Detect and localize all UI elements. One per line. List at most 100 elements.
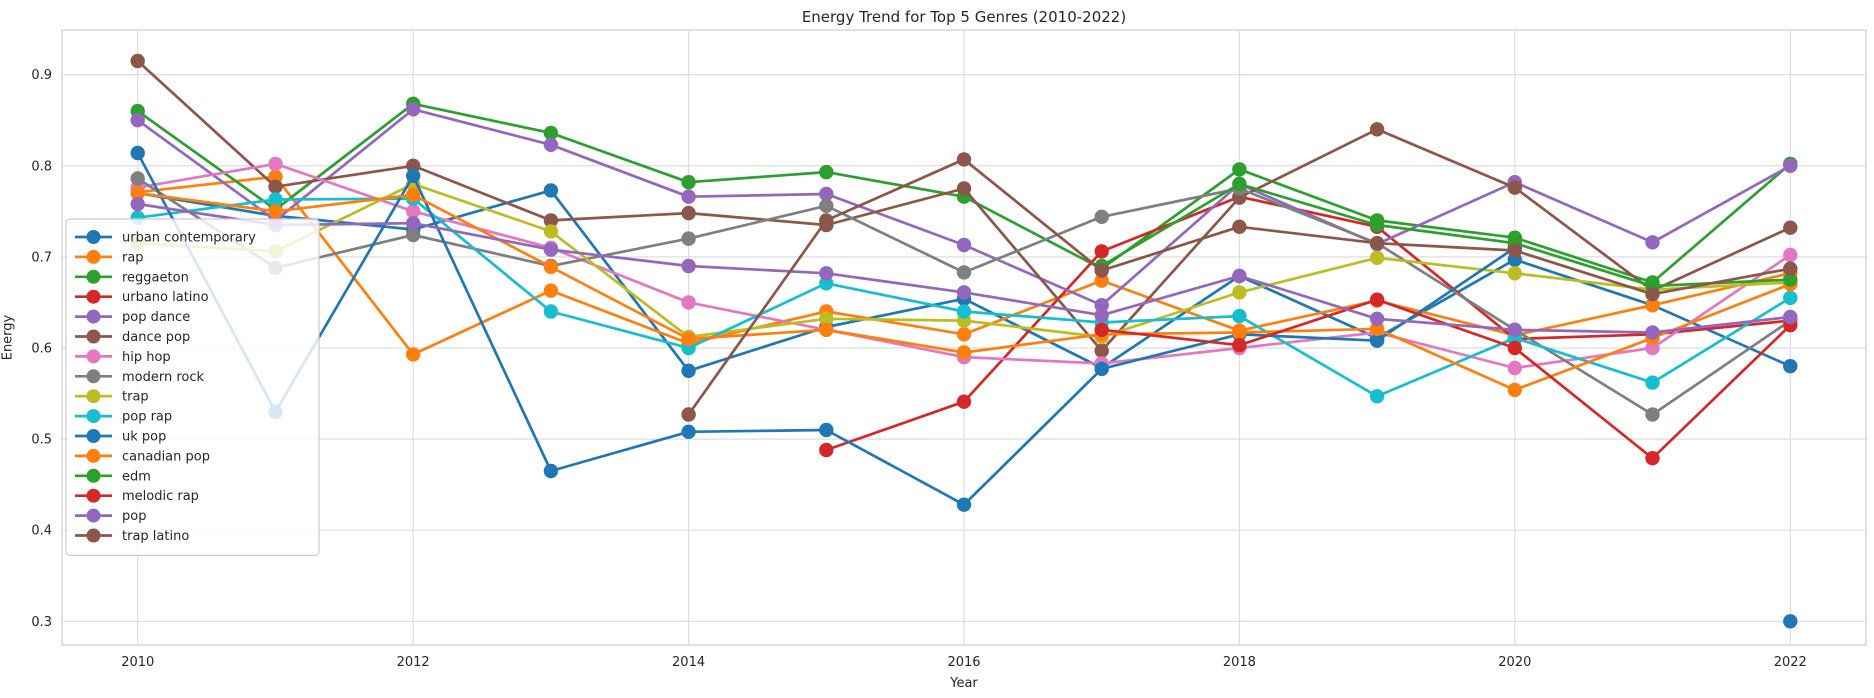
data-point: [819, 311, 834, 326]
data-point: [1645, 325, 1660, 340]
data-point: [819, 164, 834, 180]
series-pop: [130, 196, 1798, 340]
data-point: [956, 285, 972, 300]
data-point: [1645, 340, 1660, 356]
data-point: [956, 394, 972, 409]
data-point: [1094, 343, 1109, 358]
y-tick-label: 0.3: [31, 615, 52, 630]
data-point: [681, 258, 696, 274]
data-point: [1507, 243, 1523, 258]
legend-marker-icon: [86, 309, 101, 324]
legend-marker-icon: [86, 349, 101, 364]
data-point: [1232, 285, 1247, 300]
data-point: [956, 345, 972, 360]
data-point: [130, 196, 145, 212]
legend-item-trap: trap: [75, 389, 149, 405]
data-point: [406, 216, 421, 231]
data-point: [681, 231, 696, 246]
legend-marker-icon: [86, 289, 101, 304]
legend-item-rap: rap: [75, 249, 144, 265]
data-point: [681, 424, 696, 439]
legend-item-pop-rap: pop rap: [75, 409, 172, 425]
y-tick-label: 0.4: [31, 524, 52, 539]
data-point: [681, 331, 696, 347]
data-point: [819, 442, 834, 458]
data-point: [1507, 340, 1523, 356]
legend-label: dance pop: [122, 330, 190, 345]
x-tick-label: 2020: [1498, 655, 1531, 670]
data-point: [543, 463, 559, 479]
data-point: [819, 322, 834, 337]
y-tick-label: 0.8: [31, 159, 52, 174]
data-point: [1094, 273, 1109, 288]
legend-label: rap: [122, 250, 144, 265]
data-point: [406, 158, 421, 173]
legend-label: urban contemporary: [122, 231, 256, 246]
data-point: [819, 276, 834, 291]
x-tick-label: 2010: [121, 655, 154, 670]
data-point: [819, 422, 834, 438]
data-point: [406, 347, 421, 362]
data-point: [956, 237, 972, 253]
legend-item-trap-latino: trap latino: [75, 528, 189, 544]
data-point: [1369, 333, 1385, 348]
data-point: [1094, 322, 1109, 337]
data-point: [1232, 325, 1247, 340]
data-point: [1232, 268, 1247, 284]
data-point: [956, 497, 972, 512]
legend-marker-icon: [86, 448, 101, 463]
series-canadian-pop: [130, 185, 1798, 398]
data-point: [1783, 261, 1798, 276]
legend-label: pop: [122, 509, 146, 524]
y-axis-label: Energy: [0, 314, 16, 361]
y-tick-label: 0.9: [31, 68, 52, 83]
legend-label: canadian pop: [122, 449, 210, 464]
data-point: [1369, 217, 1385, 233]
axis-tick-labels: 0.3 0.4 0.5 0.6 0.7 0.8 0.9 2010 2012 2014 2016 201…: [31, 68, 1806, 670]
data-point: [1783, 359, 1798, 374]
data-point: [1645, 235, 1660, 250]
data-point: [1783, 247, 1798, 263]
x-tick-label: 2014: [672, 655, 705, 670]
data-point: [1783, 309, 1798, 325]
data-point: [1645, 298, 1660, 313]
data-point: [681, 189, 696, 204]
data-point: [1094, 361, 1109, 377]
legend-marker-icon: [86, 488, 101, 503]
data-point: [1369, 292, 1385, 307]
legend-marker-icon: [86, 409, 101, 424]
data-point: [1232, 219, 1247, 234]
data-point: [543, 137, 559, 152]
data-point: [1232, 162, 1247, 177]
data-point: [681, 205, 696, 221]
data-point: [1369, 389, 1385, 404]
data-point: [1369, 311, 1385, 326]
data-point: [681, 363, 696, 378]
series-trap-latino: [681, 152, 1798, 422]
legend-marker-icon: [86, 249, 101, 264]
data-point: [406, 102, 421, 117]
legend-item-melodic-rap: melodic rap: [75, 488, 199, 504]
legend-label: pop rap: [122, 410, 172, 425]
data-point: [1094, 244, 1109, 259]
y-tick-label: 0.7: [31, 250, 52, 265]
legend-marker-icon: [86, 269, 101, 284]
data-point: [543, 224, 559, 239]
legend-item-urban-contemporary: urban contemporary: [75, 230, 256, 246]
data-point: [130, 113, 145, 128]
legend-label: reggaeton: [122, 270, 189, 285]
data-point: [268, 156, 283, 172]
data-point: [130, 145, 145, 161]
x-axis-label: Year: [950, 676, 978, 691]
data-point: [1232, 338, 1247, 353]
series-line: [1100, 182, 1792, 288]
legend-item-pop: pop: [75, 508, 146, 524]
x-tick-label: 2012: [397, 655, 430, 670]
data-point: [1094, 308, 1109, 323]
data-point: [1645, 451, 1660, 466]
data-point: [406, 168, 421, 183]
data-point: [543, 125, 559, 141]
legend-item-edm: edm: [75, 468, 151, 484]
legend-label: uk pop: [122, 430, 166, 445]
